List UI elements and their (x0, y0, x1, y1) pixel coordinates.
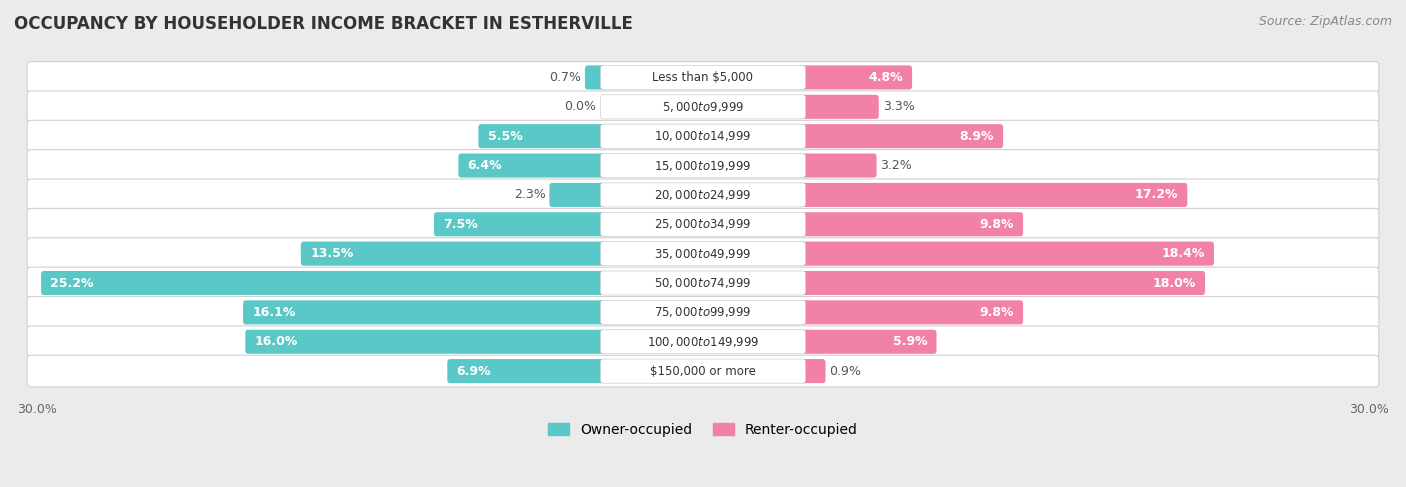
Text: 3.3%: 3.3% (883, 100, 914, 113)
Text: $20,000 to $24,999: $20,000 to $24,999 (654, 188, 752, 202)
Text: $10,000 to $14,999: $10,000 to $14,999 (654, 129, 752, 143)
FancyBboxPatch shape (27, 297, 1379, 328)
Text: 7.5%: 7.5% (443, 218, 478, 231)
Text: 6.9%: 6.9% (457, 365, 491, 377)
FancyBboxPatch shape (447, 359, 606, 383)
FancyBboxPatch shape (27, 326, 1379, 357)
Text: 4.8%: 4.8% (868, 71, 903, 84)
FancyBboxPatch shape (800, 359, 825, 383)
Text: 25.2%: 25.2% (51, 277, 94, 289)
Text: 17.2%: 17.2% (1135, 188, 1178, 202)
Text: $75,000 to $99,999: $75,000 to $99,999 (654, 305, 752, 319)
FancyBboxPatch shape (41, 271, 606, 295)
FancyBboxPatch shape (800, 65, 912, 90)
FancyBboxPatch shape (600, 183, 806, 207)
Text: Less than $5,000: Less than $5,000 (652, 71, 754, 84)
FancyBboxPatch shape (800, 212, 1024, 236)
Text: $25,000 to $34,999: $25,000 to $34,999 (654, 217, 752, 231)
Text: 0.7%: 0.7% (548, 71, 581, 84)
FancyBboxPatch shape (27, 150, 1379, 181)
Text: 8.9%: 8.9% (959, 130, 994, 143)
FancyBboxPatch shape (600, 300, 806, 324)
FancyBboxPatch shape (800, 242, 1213, 266)
Text: $5,000 to $9,999: $5,000 to $9,999 (662, 100, 744, 114)
FancyBboxPatch shape (600, 65, 806, 90)
FancyBboxPatch shape (27, 120, 1379, 152)
FancyBboxPatch shape (600, 124, 806, 148)
FancyBboxPatch shape (550, 183, 606, 207)
FancyBboxPatch shape (27, 355, 1379, 387)
FancyBboxPatch shape (27, 208, 1379, 240)
FancyBboxPatch shape (27, 179, 1379, 211)
FancyBboxPatch shape (600, 153, 806, 178)
FancyBboxPatch shape (800, 271, 1205, 295)
Text: 18.4%: 18.4% (1161, 247, 1205, 260)
Text: 9.8%: 9.8% (979, 306, 1014, 319)
FancyBboxPatch shape (600, 242, 806, 266)
FancyBboxPatch shape (600, 212, 806, 236)
FancyBboxPatch shape (585, 65, 606, 90)
Text: $15,000 to $19,999: $15,000 to $19,999 (654, 159, 752, 172)
FancyBboxPatch shape (800, 124, 1002, 148)
FancyBboxPatch shape (27, 238, 1379, 269)
FancyBboxPatch shape (458, 153, 606, 178)
Text: 0.0%: 0.0% (564, 100, 596, 113)
Text: Source: ZipAtlas.com: Source: ZipAtlas.com (1258, 15, 1392, 28)
FancyBboxPatch shape (800, 153, 876, 178)
FancyBboxPatch shape (800, 300, 1024, 324)
FancyBboxPatch shape (600, 359, 806, 383)
Text: 16.0%: 16.0% (254, 335, 298, 348)
Text: $150,000 or more: $150,000 or more (650, 365, 756, 377)
FancyBboxPatch shape (434, 212, 606, 236)
FancyBboxPatch shape (600, 271, 806, 295)
Text: 0.9%: 0.9% (830, 365, 862, 377)
FancyBboxPatch shape (800, 95, 879, 119)
FancyBboxPatch shape (243, 300, 606, 324)
Text: 6.4%: 6.4% (468, 159, 502, 172)
Text: $35,000 to $49,999: $35,000 to $49,999 (654, 246, 752, 261)
Text: 2.3%: 2.3% (513, 188, 546, 202)
Text: 13.5%: 13.5% (311, 247, 353, 260)
Text: 5.9%: 5.9% (893, 335, 927, 348)
FancyBboxPatch shape (245, 330, 606, 354)
FancyBboxPatch shape (478, 124, 606, 148)
FancyBboxPatch shape (301, 242, 606, 266)
FancyBboxPatch shape (800, 330, 936, 354)
Text: 5.5%: 5.5% (488, 130, 523, 143)
Text: OCCUPANCY BY HOUSEHOLDER INCOME BRACKET IN ESTHERVILLE: OCCUPANCY BY HOUSEHOLDER INCOME BRACKET … (14, 15, 633, 33)
FancyBboxPatch shape (27, 61, 1379, 94)
Text: 18.0%: 18.0% (1153, 277, 1195, 289)
FancyBboxPatch shape (27, 91, 1379, 123)
FancyBboxPatch shape (800, 183, 1187, 207)
Legend: Owner-occupied, Renter-occupied: Owner-occupied, Renter-occupied (543, 417, 863, 442)
Text: 9.8%: 9.8% (979, 218, 1014, 231)
Text: 16.1%: 16.1% (253, 306, 295, 319)
Text: 3.2%: 3.2% (880, 159, 912, 172)
Text: $50,000 to $74,999: $50,000 to $74,999 (654, 276, 752, 290)
FancyBboxPatch shape (27, 267, 1379, 299)
FancyBboxPatch shape (600, 330, 806, 354)
FancyBboxPatch shape (600, 95, 806, 119)
Text: $100,000 to $149,999: $100,000 to $149,999 (647, 335, 759, 349)
